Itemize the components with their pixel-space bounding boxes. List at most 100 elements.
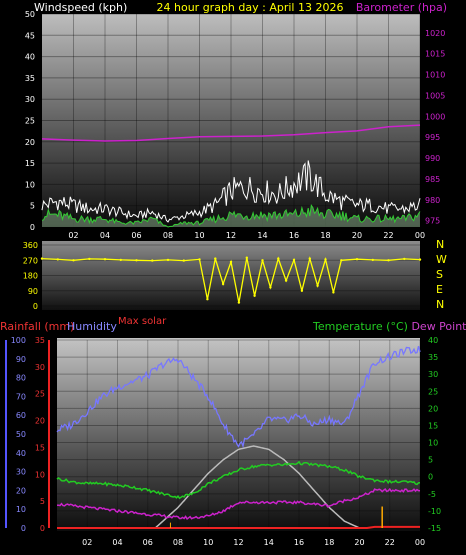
temperature-x-tick-label: 18 [324, 538, 334, 547]
windspeed-tick-label: 35 [25, 74, 35, 83]
barometer-tick-label: 995 [425, 133, 440, 142]
temperature-x-tick-label: 12 [233, 538, 243, 547]
wind-x-tick-label: 02 [68, 231, 78, 240]
compass-label: N [436, 298, 444, 311]
wind-direction-point [119, 258, 123, 262]
rainfall-tick-label: 25 [35, 390, 45, 399]
gust-line [41, 160, 421, 223]
temperature-tick-label: 0 [428, 473, 433, 482]
rainfall-tick-label: 20 [35, 417, 45, 426]
temperature-x-tick-label: 02 [82, 538, 92, 547]
graph-title: 24 hour graph day : April 13 2026 [157, 1, 344, 14]
direction-tick-label: 270 [23, 256, 38, 265]
compass-label: E [436, 283, 443, 296]
wind-direction-point [371, 258, 374, 262]
temperature-tick-label: -5 [428, 490, 436, 499]
windspeed-tick-label: 25 [25, 117, 35, 126]
compass-label: N [436, 238, 444, 251]
compass-label: W [436, 253, 447, 266]
temperature-tick-label: -10 [428, 507, 441, 516]
chart-marks-layer: 0510152025303540455097598098599099510001… [5, 10, 447, 547]
humidity-tick-label: 10 [16, 505, 26, 514]
max-solar-label: Max solar [118, 316, 167, 327]
wind-x-tick-label: 10 [194, 231, 204, 240]
temperature-tick-label: 40 [428, 336, 438, 345]
barometer-tick-label: 1015 [425, 50, 445, 59]
temperature-x-tick-label: 16 [294, 538, 304, 547]
windspeed-axis-title: Windspeed (kph) [34, 1, 127, 14]
temperature-tick-label: -15 [428, 524, 441, 533]
barometer-tick-label: 1000 [425, 112, 445, 121]
windspeed-tick-label: 20 [25, 138, 35, 147]
wind-direction-point [316, 284, 319, 287]
barometer-tick-label: 985 [425, 175, 440, 184]
wind-direction-point [206, 298, 209, 301]
wind-direction-point [284, 279, 288, 282]
rainfall-line [57, 525, 420, 529]
barometer-axis-title: Barometer (hpa) [356, 1, 447, 14]
wind-direction-point [151, 259, 154, 262]
wind-direction-point [182, 259, 185, 262]
wind-direction-point [261, 259, 264, 262]
wind-direction-point [418, 258, 422, 261]
direction-tick-label: 90 [28, 287, 38, 296]
humidity-axis-title: Humidity [67, 320, 117, 333]
wind-direction-point [229, 260, 233, 264]
temperature-x-tick-label: 08 [173, 538, 183, 547]
humidity-tick-label: 100 [11, 336, 26, 345]
windspeed-tick-label: 10 [25, 180, 35, 189]
wind-x-tick-label: 20 [352, 231, 362, 240]
temperature-tick-label: 10 [428, 439, 438, 448]
direction-tick-label: 360 [23, 241, 38, 250]
wind-x-tick-label: 22 [383, 231, 393, 240]
wind-direction-point [214, 257, 217, 260]
wind-x-tick-label: 12 [226, 231, 236, 240]
temperature-tick-label: 30 [428, 370, 438, 379]
barometer-tick-label: 1010 [425, 71, 445, 80]
wind-direction-point [324, 258, 327, 261]
rainfall-tick-label: 5 [40, 497, 45, 506]
humidity-tick-label: 60 [16, 411, 26, 420]
wind-direction-point [340, 259, 343, 262]
temperature-plot-area [57, 338, 420, 531]
rainfall-tick-label: 0 [40, 524, 45, 533]
windspeed-tick-label: 45 [25, 31, 35, 40]
wind-direction-point [253, 294, 256, 297]
wind-direction-point [300, 289, 304, 292]
windspeed-tick-label: 30 [25, 95, 35, 104]
barometer-tick-label: 975 [425, 217, 440, 226]
temperature-x-tick-label: 22 [385, 538, 395, 547]
humidity-tick-label: 0 [21, 524, 26, 533]
rainfall-tick-label: 10 [35, 470, 45, 479]
wind-direction-point [40, 257, 44, 260]
rainfall-tick-label: 30 [35, 363, 45, 372]
wind-x-tick-label: 08 [163, 231, 173, 240]
temperature-tick-label: 25 [428, 387, 438, 396]
temperature-x-tick-label: 06 [143, 538, 153, 547]
wind-direction-point [308, 257, 311, 260]
wind-x-tick-label: 16 [289, 231, 299, 240]
windspeed-tick-label: 0 [30, 223, 35, 232]
compass-label: S [436, 268, 443, 281]
humidity-tick-label: 70 [16, 392, 26, 401]
wind-direction-point [245, 256, 248, 259]
humidity-line [56, 346, 421, 449]
humidity-axis-bar [5, 340, 7, 528]
temperature-tick-label: 5 [428, 456, 433, 465]
dewpoint-line [56, 487, 421, 520]
wind-direction-line [41, 256, 421, 303]
temperature-x-tick-label: 10 [203, 538, 213, 547]
humidity-tick-label: 50 [16, 430, 26, 439]
barometer-tick-label: 1020 [425, 29, 445, 38]
temperature-tick-label: 15 [428, 421, 438, 430]
wind-direction-point [221, 282, 225, 286]
wind-x-tick-label: 04 [100, 231, 110, 240]
humidity-tick-label: 40 [16, 449, 26, 458]
rainfall-axis-bar [48, 340, 50, 528]
rainfall-tick-label: 15 [35, 443, 45, 452]
barometer-line [41, 124, 421, 142]
wind-direction-point [88, 257, 91, 261]
wind-direction-point [355, 258, 359, 261]
